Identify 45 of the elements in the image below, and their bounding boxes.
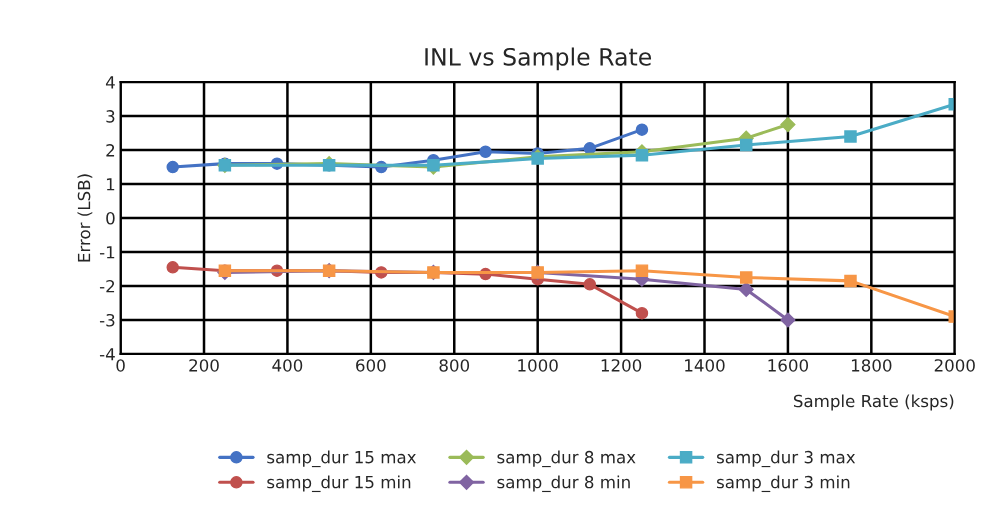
y-tick-label: -2 [99, 279, 115, 293]
x-axis-title: Sample Rate (ksps) [793, 394, 954, 411]
point [844, 130, 857, 143]
x-tick-label: 2000 [934, 359, 975, 372]
y-tick-label: 2 [106, 144, 115, 157]
x-tick-label: 1000 [518, 359, 558, 372]
x-tick-label: 600 [356, 359, 386, 372]
legend-label: samp_dur 8 min [497, 475, 630, 493]
y-tick-label: -3 [99, 313, 115, 327]
y-tick-label: -4 [99, 348, 115, 361]
y-tick-label: -1 [99, 246, 115, 259]
legend-label: samp_dur 3 min [716, 475, 850, 493]
y-tick-label: 1 [106, 178, 115, 191]
legend-label: samp_dur 8 max [497, 450, 636, 468]
x-tick-label: 400 [272, 359, 303, 372]
x-tick-label: 1400 [685, 359, 725, 372]
point [479, 145, 492, 159]
x-tick-label: 1800 [851, 359, 892, 372]
point [780, 116, 796, 133]
point [844, 274, 857, 288]
y-tick-label: 0 [106, 211, 115, 225]
point [635, 123, 649, 136]
point [635, 148, 649, 162]
x-tick-label: 800 [439, 359, 470, 372]
x-tick-label: 1200 [601, 359, 642, 372]
point [635, 264, 649, 277]
point [780, 312, 796, 328]
point [166, 160, 179, 174]
y-axis-title: Error (LSB) [77, 174, 93, 262]
point [739, 138, 753, 152]
y-tick-label: 4 [105, 76, 115, 89]
point [635, 306, 649, 320]
chart-title: INL vs Sample Rate [425, 47, 652, 71]
legend-label: samp_dur 15 min [267, 475, 411, 493]
point [583, 278, 597, 291]
legend-label: samp_dur 15 max [267, 450, 416, 468]
legend-label: samp_dur 3 max [716, 450, 856, 468]
x-tick-label: 0 [116, 359, 125, 372]
point [166, 261, 179, 274]
point [738, 281, 754, 297]
x-tick-label: 200 [189, 359, 219, 372]
point [583, 142, 597, 155]
y-tick-label: 3 [106, 110, 115, 123]
x-tick-label: 1600 [768, 359, 809, 372]
point [739, 271, 753, 284]
